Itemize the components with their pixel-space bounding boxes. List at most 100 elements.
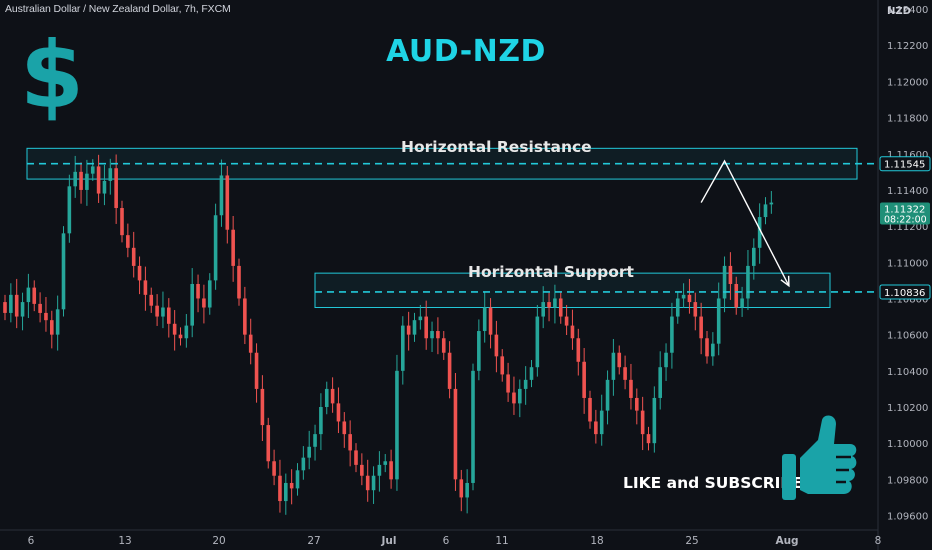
support-zone — [314, 272, 831, 309]
candle-body — [441, 338, 446, 353]
level-price-value: 1.11545 — [884, 160, 925, 171]
candle-body — [202, 298, 206, 308]
candle-body — [96, 166, 101, 194]
candle-body — [646, 434, 651, 444]
candle-body — [73, 171, 77, 187]
y-tick-label: 1.12400 — [887, 5, 928, 16]
candle-body — [207, 280, 212, 308]
candle-countdown: 08:22:00 — [884, 214, 927, 225]
like-subscribe-label: LIKE and SUBSCRIBE — [623, 474, 803, 492]
candle-body — [102, 180, 107, 194]
candle-body — [313, 434, 317, 447]
candle-body — [14, 294, 19, 317]
candle-body — [260, 388, 265, 426]
candle-body — [219, 175, 224, 216]
x-tick-label: Aug — [775, 535, 798, 547]
y-tick-label: 1.11800 — [887, 114, 928, 125]
candle-body — [675, 298, 680, 317]
thumbs-up-icon — [782, 415, 857, 500]
candle-body — [459, 479, 464, 498]
candle-body — [500, 356, 505, 375]
x-tick-label: 18 — [590, 535, 603, 547]
candle-body — [670, 316, 674, 353]
candle-body — [664, 352, 668, 368]
candle-body — [44, 312, 48, 321]
candle-body — [389, 461, 393, 480]
candle-body — [599, 410, 604, 435]
candle-body — [447, 352, 452, 389]
candle-body — [734, 283, 739, 308]
candle-body — [383, 461, 388, 465]
candle-body — [38, 303, 42, 313]
candle-body — [354, 450, 358, 465]
candle-body — [594, 421, 598, 435]
candle-body — [266, 425, 271, 462]
candle-body — [401, 325, 405, 371]
candle-body — [67, 186, 72, 234]
candle-body — [716, 298, 721, 344]
candle-body — [699, 316, 703, 339]
candle-body — [9, 294, 13, 313]
candle-body — [746, 265, 750, 299]
candle-body — [518, 388, 522, 404]
candle-body — [190, 283, 194, 326]
candle-body — [752, 247, 756, 266]
y-tick-label: 1.10200 — [887, 403, 928, 414]
candle-body — [213, 215, 218, 281]
candle-body — [412, 320, 417, 335]
candle-body — [295, 470, 300, 489]
candle-body — [570, 325, 575, 339]
candle-body — [582, 361, 586, 398]
candle-body — [172, 323, 177, 335]
level-price-value: 1.10836 — [884, 288, 925, 299]
candle-body — [20, 302, 25, 317]
candle-body — [477, 331, 481, 371]
x-tick-label: 25 — [685, 535, 698, 547]
candle-body — [289, 482, 294, 489]
candle-body — [553, 298, 557, 308]
candle-body — [167, 307, 171, 324]
candle-body — [757, 217, 762, 248]
dollar-icon: $ — [20, 22, 85, 129]
candle-body — [629, 379, 633, 398]
last-price-badge — [880, 202, 930, 225]
y-tick-label: 1.11000 — [887, 258, 928, 269]
candle-body — [512, 392, 516, 404]
candle-body — [482, 307, 487, 332]
x-tick-label: 6 — [443, 535, 450, 547]
support-label: Horizontal Support — [468, 263, 634, 281]
candle-body — [348, 434, 352, 451]
level-price-badge — [879, 156, 931, 172]
candle-body — [254, 352, 259, 389]
candle-body — [424, 316, 428, 339]
candle-body — [471, 370, 475, 483]
candle-body — [90, 166, 95, 174]
candle-body — [360, 464, 364, 476]
candle-body — [114, 168, 118, 209]
candle-body — [430, 331, 434, 339]
candle-body — [564, 316, 569, 326]
candle-body — [529, 367, 534, 380]
y-tick-label: 1.11200 — [887, 222, 928, 233]
candle-body — [576, 338, 581, 362]
candle-body — [611, 352, 616, 380]
y-tick-label: 1.10000 — [887, 439, 928, 450]
candle-body — [711, 343, 715, 357]
x-tick-label: 11 — [495, 535, 508, 547]
x-tick-label: 6 — [28, 535, 35, 547]
candle-body — [307, 446, 311, 458]
candle-body — [225, 175, 230, 230]
candle-body — [131, 247, 136, 266]
candle-body — [155, 305, 159, 317]
candle-body — [605, 379, 610, 411]
candle-body — [371, 475, 376, 491]
symbol-label[interactable]: Australian Dollar / New Zealand Dollar, … — [5, 3, 231, 15]
candle-body — [32, 287, 37, 304]
candle-body — [693, 302, 698, 317]
candle-body — [231, 229, 235, 266]
candle-body — [301, 457, 306, 471]
candle-body — [558, 298, 563, 317]
candle-body — [26, 287, 31, 303]
candle-body — [623, 367, 627, 380]
